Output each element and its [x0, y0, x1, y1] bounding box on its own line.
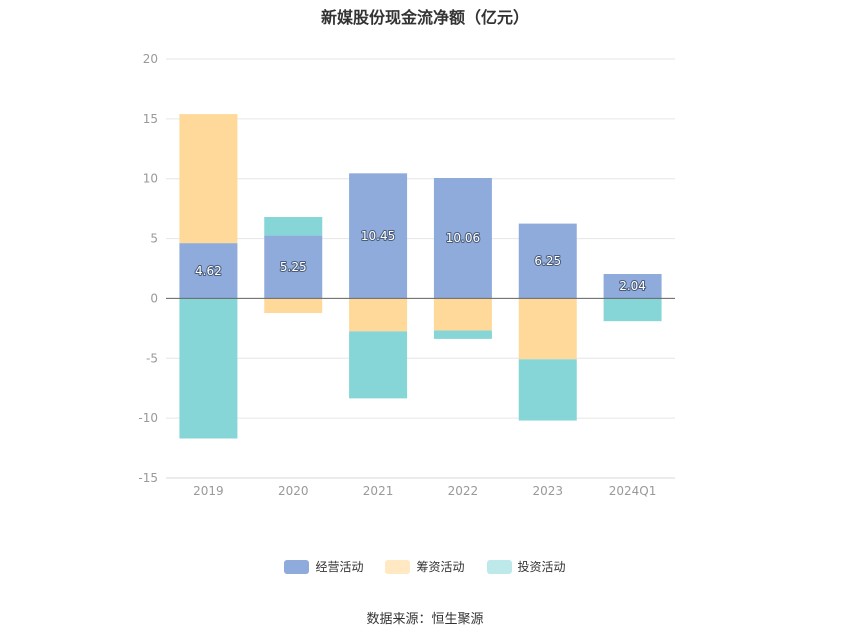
bar-financing-2022[interactable]: [433, 298, 492, 331]
bar-investing-2024Q1[interactable]: [603, 298, 662, 322]
bar-investing-2020[interactable]: [264, 217, 323, 236]
bar-investing-2022[interactable]: [433, 330, 492, 339]
chart-title: 新媒股份现金流净额（亿元）: [320, 8, 529, 27]
bar-financing-2021[interactable]: [349, 298, 408, 332]
x-tick-label: 2019: [193, 484, 224, 498]
bar-financing-2019[interactable]: [179, 114, 238, 244]
x-tick-label: 2022: [448, 484, 479, 498]
bar-investing-2019[interactable]: [179, 298, 238, 439]
bar-financing-2020[interactable]: [264, 298, 323, 314]
legend-swatch-financing: [385, 559, 411, 574]
y-tick-label: -10: [138, 411, 158, 425]
x-tick-label: 2024Q1: [609, 484, 657, 498]
zero-line-layer: [166, 297, 675, 479]
y-tick-label: -15: [138, 471, 158, 485]
y-tick-label: 10: [143, 172, 158, 186]
data-source: 数据来源：恒生聚源: [366, 612, 484, 627]
y-tick-label: 15: [143, 112, 158, 126]
legend-label-operating: 经营活动: [315, 560, 364, 574]
bar-operating-2019[interactable]: [179, 243, 238, 299]
legend-swatch-operating: [284, 559, 310, 574]
x-tick-label: 2020: [278, 484, 309, 498]
legend-item-investing[interactable]: 投资活动: [486, 558, 566, 575]
bar-operating-2024Q1[interactable]: [603, 274, 662, 299]
bar-financing-2023[interactable]: [518, 298, 577, 360]
data-label-layer: 4.62 5.25 10.45 10.06 6.25 2.04: [194, 228, 647, 294]
bar-investing-2021[interactable]: [349, 331, 408, 399]
y-axis: 20 15 10 5 0 -5 -10 -15: [138, 52, 158, 485]
bar-operating-2020[interactable]: [264, 235, 323, 299]
legend-label-investing: 投资活动: [517, 560, 566, 574]
bar-investing-2023[interactable]: [518, 359, 577, 421]
data-label-2021: 10.45: [361, 229, 395, 243]
data-label-2019: 4.62: [195, 264, 222, 278]
bar-operating-2022[interactable]: [433, 177, 492, 299]
data-label-2022: 10.06: [446, 231, 480, 245]
x-tick-label: 2023: [532, 484, 563, 498]
y-tick-label: 0: [150, 291, 158, 305]
legend-swatch-investing: [486, 559, 512, 574]
legend: 经营活动 筹资活动 投资活动: [0, 558, 850, 575]
legend-item-operating[interactable]: 经营活动: [284, 558, 363, 575]
bar-operating-2023[interactable]: [518, 223, 577, 299]
legend-label-financing: 筹资活动: [416, 560, 465, 574]
x-tick-label: 2021: [363, 484, 394, 498]
grid-layer: [166, 58, 675, 479]
data-label-2024Q1: 2.04: [619, 279, 646, 293]
legend-item-financing[interactable]: 筹资活动: [385, 558, 465, 575]
x-axis: 2019 2020 2021 2022 2023 2024Q1: [193, 484, 656, 498]
y-tick-label: 5: [150, 232, 158, 246]
data-label-2023: 6.25: [534, 254, 561, 268]
bar-operating-2021[interactable]: [349, 173, 408, 299]
y-tick-label: -5: [146, 351, 158, 365]
data-label-2020: 5.25: [280, 260, 307, 274]
y-tick-label: 20: [143, 52, 158, 66]
bar-layer: [179, 114, 662, 439]
